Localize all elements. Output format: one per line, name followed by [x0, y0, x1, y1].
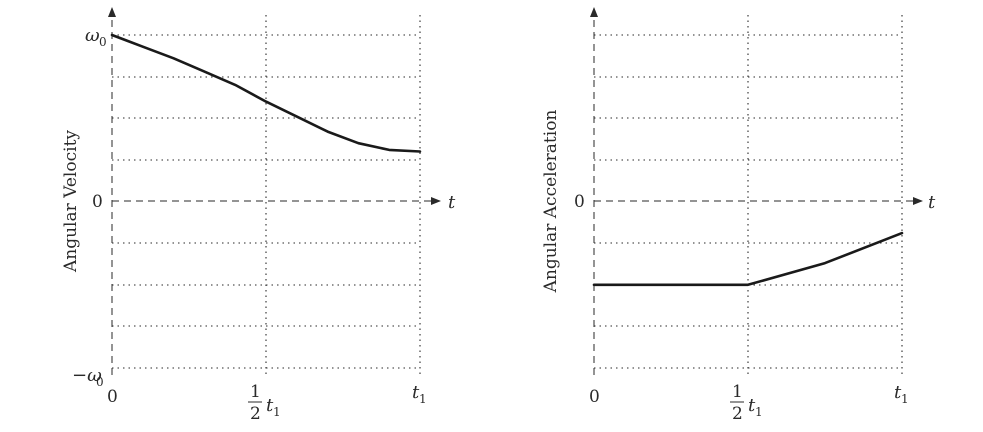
left-xtick-half-t: t: [266, 395, 274, 416]
right-y-axis-title: Angular Acceleration: [541, 110, 561, 294]
right-xtick-zero: 0: [589, 387, 600, 407]
left-xtick-half-num: 1: [250, 382, 261, 402]
left-x-axis-label: t: [448, 192, 456, 213]
left-xtick-t1: t: [412, 382, 420, 403]
left-xtick-half-den: 2: [250, 404, 261, 424]
left-ytick-omega0-sub: 0: [99, 35, 107, 49]
left-xtick-zero: 0: [107, 387, 118, 407]
right-grid: [594, 15, 903, 375]
right-xtick-t1: t: [894, 382, 902, 403]
right-xtick-half-t: t: [748, 395, 756, 416]
right-xtick-half-num: 1: [732, 382, 743, 402]
angular-velocity-curve: [110, 33, 422, 153]
angular-acceleration-chart: Angular Acceleration t 0 0 1 2 t 1 t 1: [541, 7, 936, 424]
left-xtick-half-t-sub: 1: [273, 405, 281, 419]
left-y-axis-title: Angular Velocity: [61, 130, 81, 273]
left-ytick-neg-omega0-sub: 0: [96, 375, 104, 389]
left-ytick-omega0-main: ω: [85, 25, 100, 46]
left-grid: [112, 15, 421, 375]
angular-acceleration-curve: [592, 231, 904, 287]
right-x-axis-label: t: [928, 192, 936, 213]
right-xtick-half-den: 2: [732, 404, 743, 424]
angular-velocity-chart: Angular Velocity t ω 0 0 −ω 0 0 1 2 t 1 …: [61, 7, 456, 424]
right-ytick-zero: 0: [574, 192, 585, 212]
right-xtick-t1-sub: 1: [901, 392, 909, 406]
right-xtick-half-t-sub: 1: [755, 405, 763, 419]
left-ytick-neg-omega0-main: −ω: [72, 365, 102, 386]
left-xtick-t1-sub: 1: [419, 392, 427, 406]
left-ytick-zero: 0: [92, 192, 103, 212]
